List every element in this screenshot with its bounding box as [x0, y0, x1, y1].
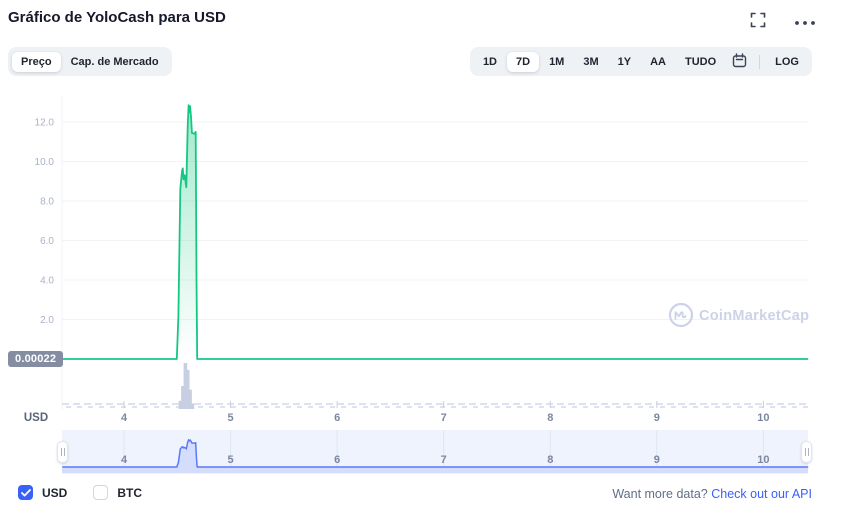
navigator-tick: 10	[757, 454, 769, 466]
usd-label: USD	[42, 485, 68, 500]
btc-label: BTC	[117, 485, 143, 500]
navigator-tick: 7	[441, 454, 447, 466]
range-3m[interactable]: 3M	[574, 52, 607, 72]
volume-bar	[178, 400, 183, 409]
chart-toolbar: Preço Cap. de Mercado 1D 7D 1M 3M 1Y AA …	[0, 47, 850, 76]
more-options-icon	[794, 14, 816, 29]
current-price-badge: 0.00022	[8, 351, 64, 367]
btc-toggle: BTC	[93, 485, 142, 500]
volume-bar	[188, 389, 192, 409]
y-axis-tick: 4.0	[40, 276, 54, 287]
tab-preco[interactable]: Preço	[12, 51, 61, 72]
usd-toggle: USD	[18, 485, 67, 500]
check-icon	[20, 484, 31, 502]
range-1m[interactable]: 1M	[540, 52, 573, 72]
btc-checkbox[interactable]	[93, 485, 109, 500]
tab-cap-de-mercado[interactable]: Cap. de Mercado	[62, 52, 168, 72]
volume-bar	[181, 386, 185, 409]
range-1y[interactable]: 1Y	[609, 52, 640, 72]
coinmarketcap-watermark: CoinMarketCap	[668, 302, 809, 328]
calendar-button[interactable]	[726, 50, 753, 74]
navigator-tick: 6	[334, 454, 340, 466]
range-tudo[interactable]: TUDO	[676, 52, 725, 72]
navigator-tick: 9	[654, 454, 660, 466]
range-1d[interactable]: 1D	[474, 52, 506, 72]
navigator-right-handle[interactable]	[801, 441, 812, 463]
range-7d[interactable]: 7D	[507, 51, 540, 72]
y-axis-tick: 10.0	[35, 157, 55, 168]
navigator-tick: 5	[228, 454, 234, 466]
log-scale-button[interactable]: LOG	[766, 52, 808, 72]
price-line	[62, 104, 809, 360]
x-axis-tick: 6	[334, 412, 340, 424]
y-axis-tick: 12.0	[35, 118, 55, 129]
y-axis-tick: 8.0	[40, 197, 54, 208]
navigator-tick: 8	[547, 454, 553, 466]
navigator-line	[62, 438, 809, 468]
api-promo-text: Want more data?	[612, 487, 708, 501]
volume-bar	[190, 403, 195, 409]
currency-toggles: USD BTC	[18, 485, 142, 500]
api-promo: Want more data? Check out our API	[612, 487, 812, 501]
x-axis-tick: 8	[547, 412, 553, 424]
range-aa[interactable]: AA	[641, 52, 675, 72]
navigator-area	[62, 440, 809, 473]
page-title: Gráfico de YoloCash para USD	[8, 9, 226, 26]
range-tabs: 1D 7D 1M 3M 1Y AA TUDO LOG	[469, 47, 812, 76]
x-axis-tick: 4	[121, 412, 128, 424]
usd-checkbox[interactable]	[18, 485, 33, 500]
price-chart-canvas: 12.0 10.0 8.0 6.0 4.0 2.0 CoinMarketCap 4 5 6 7 8 9 1…	[24, 95, 809, 474]
chart-plot-area[interactable]	[62, 95, 808, 369]
x-axis-tick: 5	[228, 412, 234, 424]
calendar-icon	[732, 52, 747, 71]
x-axis-tick: 7	[441, 412, 447, 424]
y-axis-tick: 2.0	[40, 315, 54, 326]
volume-bar	[185, 369, 190, 409]
fullscreen-button[interactable]	[750, 12, 766, 31]
navigator-left-handle[interactable]	[57, 441, 68, 463]
navigator-tick: 4	[121, 454, 128, 466]
api-link[interactable]: Check out our API	[711, 487, 812, 501]
toolbar-divider	[759, 54, 761, 69]
currency-axis-label: USD	[24, 412, 48, 424]
x-axis-tick: 10	[757, 412, 769, 424]
x-axis-tick: 9	[654, 412, 660, 424]
volume-bar	[183, 363, 188, 409]
svg-text:CoinMarketCap: CoinMarketCap	[699, 308, 809, 324]
y-axis-tick: 6.0	[40, 236, 54, 247]
metric-tabs: Preço Cap. de Mercado	[8, 47, 172, 76]
fullscreen-icon	[750, 12, 766, 31]
more-options-button[interactable]	[794, 14, 816, 29]
